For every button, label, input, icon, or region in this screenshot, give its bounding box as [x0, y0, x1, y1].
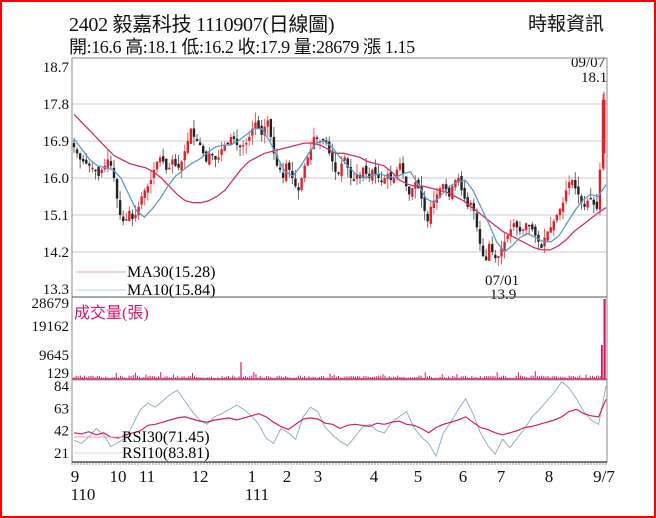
rsi-tick-label: 42 [54, 424, 69, 440]
brand-label: 時報資訊 [528, 14, 605, 35]
volume-bars [72, 299, 607, 380]
volume-legend: 成交量(張) [74, 304, 149, 322]
volume-y-axis: 28679 19162 9645 129 [32, 296, 70, 382]
x-year-label: 110 [71, 485, 96, 504]
x-tick-label: 7 [497, 467, 506, 486]
price-tick-label: 15.1 [43, 208, 69, 224]
volume-tick-label: 9645 [39, 348, 69, 364]
price-tick-label: 16.9 [43, 134, 69, 150]
x-tick-label: 2 [283, 467, 292, 486]
rsi-tick-label: 84 [54, 379, 70, 395]
high-annotation-value: 18.1 [581, 70, 607, 86]
volume-tick-label: 129 [47, 366, 70, 382]
rsi30-legend: RSI30(71.45) [122, 429, 210, 446]
ma10-line [73, 128, 607, 253]
rsi-y-axis: 84 63 42 21 [54, 379, 70, 462]
ma30-line [73, 113, 607, 251]
volume-panel: 28679 19162 9645 129 成交量(張) [32, 296, 607, 382]
high-annotation-date: 09/07 [571, 55, 606, 71]
rsi-panel: 84 63 42 21 RSI30(71.45) RSI10(83.81) [54, 379, 607, 462]
price-tick-label: 16.0 [43, 171, 69, 187]
price-y-axis: 18.7 17.8 16.9 16.0 15.1 14.2 13.3 [43, 60, 70, 298]
ma10-legend: MA10(15.84) [127, 282, 215, 299]
panel-borders [71, 57, 608, 463]
low-annotation-date: 07/01 [485, 273, 519, 289]
price-tick-label: 13.3 [43, 282, 69, 298]
price-tick-label: 18.7 [43, 60, 70, 76]
price-tick-label: 17.8 [43, 97, 69, 113]
x-tick-label: 1 [248, 467, 257, 486]
low-annotation-value: 13.9 [490, 287, 516, 303]
x-tick-label: 11 [139, 467, 155, 486]
price-panel: 18.7 17.8 16.9 16.0 15.1 14.2 13.3 MA30(15.28)… [43, 55, 608, 303]
chart-title: 2402 毅嘉科技 1110907(日線圖) [69, 14, 335, 36]
x-tick-label: 12 [192, 467, 209, 486]
x-year-label: 111 [245, 485, 269, 504]
rsi10-line [73, 380, 607, 458]
x-tick-label: 4 [370, 467, 379, 486]
volume-tick-label: 28679 [32, 296, 70, 312]
rsi-tick-label: 21 [54, 446, 69, 462]
x-tick-label: 9/7 [593, 467, 615, 486]
ma30-legend: MA30(15.28) [127, 264, 215, 281]
candlesticks [72, 91, 606, 266]
x-tick-label: 10 [110, 467, 127, 486]
rsi30-line [73, 399, 607, 439]
x-tick-label: 5 [414, 467, 423, 486]
x-tick-label: 9 [71, 467, 80, 486]
x-tick-label: 6 [459, 467, 468, 486]
rsi10-legend: RSI10(83.81) [122, 445, 210, 462]
price-tick-label: 14.2 [43, 245, 69, 261]
x-tick-label: 3 [314, 467, 323, 486]
price-gridlines [72, 103, 607, 253]
x-tick-label: 8 [545, 467, 554, 486]
rsi-tick-label: 63 [54, 401, 69, 417]
volume-tick-label: 19162 [32, 319, 70, 335]
quote-summary: 開:16.6 高:18.1 低:16.2 收:17.9 量:28679 漲 1.… [69, 37, 415, 57]
